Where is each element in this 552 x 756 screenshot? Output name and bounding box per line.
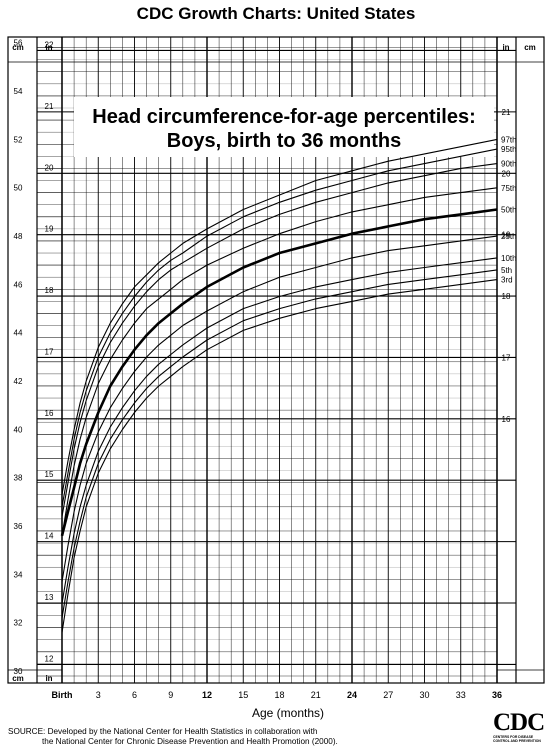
cm-tick-label: 56 xyxy=(14,39,23,48)
x-tick-label: 12 xyxy=(202,690,212,700)
in-tick-label: 21 xyxy=(45,102,54,111)
series-label-25th: 25th xyxy=(501,232,517,241)
series-line-3rd xyxy=(61,279,498,633)
x-tick-label: Birth xyxy=(52,690,73,700)
cm-unit-label-bottom: cm xyxy=(12,674,24,683)
in-tick-label-right: 20 xyxy=(502,169,511,178)
page-title: CDC Growth Charts: United States xyxy=(136,4,416,23)
series-line-75th xyxy=(61,187,498,536)
series-line-95th xyxy=(61,148,498,507)
cm-tick-label: 32 xyxy=(14,619,23,628)
series-line-10th xyxy=(61,257,498,604)
cm-tick-label: 34 xyxy=(14,570,23,579)
cm-tick-label: 46 xyxy=(14,280,23,289)
series-label-97th: 97th xyxy=(501,135,517,144)
series-label-50th: 50th xyxy=(501,206,517,215)
in-tick-label: 20 xyxy=(45,163,54,172)
x-tick-label: 9 xyxy=(168,690,173,700)
cm-tick-label: 52 xyxy=(14,135,23,144)
in-unit-label-top: in xyxy=(45,43,52,52)
chart-title: Head circumference-for-age percentiles: xyxy=(92,106,475,128)
series-label-75th: 75th xyxy=(501,184,517,193)
series-line-50th xyxy=(60,208,498,537)
x-axis-label: Age (months) xyxy=(252,706,324,720)
series-label-95th: 95th xyxy=(501,145,517,154)
in-tick-label-right: 17 xyxy=(502,353,511,362)
x-tick-label: 3 xyxy=(96,690,101,700)
cm-tick-label: 44 xyxy=(14,329,23,338)
x-tick-label: 24 xyxy=(347,690,357,700)
x-tick-label: 30 xyxy=(419,690,429,700)
cm-unit-label-top-right: cm xyxy=(524,43,536,52)
x-tick-label: 6 xyxy=(132,690,137,700)
cm-unit-label-top: cm xyxy=(12,43,24,52)
series-line-25th xyxy=(61,235,498,582)
in-tick-label-right: 16 xyxy=(502,415,511,424)
in-tick-label: 12 xyxy=(45,654,54,663)
series-label-10th: 10th xyxy=(501,254,517,263)
in-tick-label: 17 xyxy=(45,347,54,356)
in-tick-label: 22 xyxy=(45,40,54,49)
source-line-2: the National Center for Chronic Disease … xyxy=(42,737,338,746)
source-note: SOURCE: Developed by the National Center… xyxy=(8,727,338,747)
x-tick-label: 18 xyxy=(274,690,284,700)
series-line-5th xyxy=(61,269,498,619)
cdc-logo-text: CDC xyxy=(493,709,545,736)
in-tick-label-right: 18 xyxy=(502,292,511,301)
cm-tick-label: 54 xyxy=(14,87,23,96)
in-tick-label-right: 19 xyxy=(502,231,511,240)
x-tick-label: 15 xyxy=(238,690,248,700)
series-line-97th xyxy=(61,138,498,495)
chart-frame xyxy=(7,36,545,684)
x-tick-label: 33 xyxy=(456,690,466,700)
cm-tick-label: 50 xyxy=(14,184,23,193)
series-label-90th: 90th xyxy=(501,160,517,169)
in-tick-label: 18 xyxy=(45,286,54,295)
cm-tick-label: 36 xyxy=(14,522,23,531)
in-tick-label: 16 xyxy=(45,409,54,418)
chart-subtitle: Boys, birth to 36 months xyxy=(167,130,401,152)
cm-tick-label: 38 xyxy=(14,474,23,483)
x-tick-label: 27 xyxy=(383,690,393,700)
cm-tick-label: 30 xyxy=(14,667,23,676)
source-line-1: SOURCE: Developed by the National Center… xyxy=(8,727,318,736)
x-tick-label: 36 xyxy=(492,690,502,700)
in-tick-label: 19 xyxy=(45,225,54,234)
cm-tick-label: 42 xyxy=(14,377,23,386)
in-tick-label-right: 21 xyxy=(502,108,511,117)
in-unit-label-bottom: in xyxy=(45,674,52,683)
series-label-5th: 5th xyxy=(501,266,512,275)
in-tick-label: 14 xyxy=(45,532,54,541)
cdc-logo-subtext: CENTERS FOR DISEASE CONTROL AND PREVENTI… xyxy=(493,735,541,743)
cm-tick-label: 48 xyxy=(14,232,23,241)
series-label-3rd: 3rd xyxy=(501,276,513,285)
cdc-logo: CDC CENTERS FOR DISEASE CONTROL AND PREV… xyxy=(493,709,549,743)
cm-tick-label: 40 xyxy=(14,425,23,434)
series-line-90th xyxy=(61,163,498,517)
in-tick-label: 13 xyxy=(45,593,54,602)
title-box-background xyxy=(74,97,494,157)
in-tick-label: 15 xyxy=(45,470,54,479)
in-unit-label-top-right: in xyxy=(502,43,509,52)
x-tick-label: 21 xyxy=(311,690,321,700)
